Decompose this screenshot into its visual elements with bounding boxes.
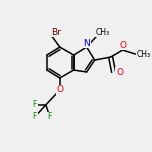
Text: F: F: [33, 112, 37, 121]
Text: O: O: [56, 85, 63, 94]
Text: Br: Br: [51, 28, 61, 37]
Text: O: O: [116, 67, 123, 76]
Text: F: F: [33, 100, 37, 109]
Text: CH₃: CH₃: [96, 28, 110, 37]
Text: O: O: [119, 41, 126, 50]
Text: N: N: [83, 39, 90, 48]
Text: CH₃: CH₃: [136, 50, 151, 59]
Text: F: F: [48, 112, 52, 121]
